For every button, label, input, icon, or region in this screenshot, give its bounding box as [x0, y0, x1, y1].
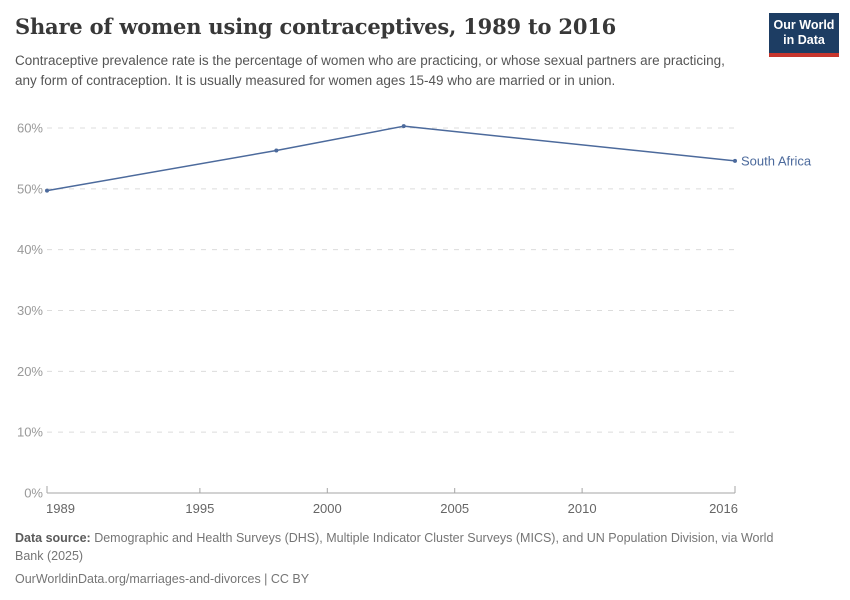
- chart-title: Share of women using contraceptives, 198…: [15, 14, 617, 39]
- y-tick-label: 20%: [17, 364, 43, 379]
- x-tick-label: 2010: [568, 501, 597, 516]
- data-line[interactable]: [46, 125, 736, 192]
- y-tick-label: 0%: [24, 486, 43, 501]
- data-source-line: Data source: Demographic and Health Surv…: [15, 529, 805, 565]
- x-tick-label: 2000: [313, 501, 342, 516]
- y-tick-label: 40%: [17, 242, 43, 257]
- owid-logo[interactable]: Our World in Data: [769, 13, 839, 57]
- x-tick-label: 2016: [709, 501, 738, 516]
- owid-logo-line2: in Data: [783, 33, 825, 48]
- x-tick-label: 1989: [46, 501, 75, 516]
- data-point[interactable]: [45, 188, 49, 193]
- x-tick-label: 1995: [185, 501, 214, 516]
- y-tick-label: 30%: [17, 303, 43, 318]
- data-source-text: Demographic and Health Surveys (DHS), Mu…: [15, 531, 774, 564]
- line-chart-plot-area[interactable]: 0% 10% 20% 30% 40% 50% 60% 1989 1995 2000 2005 2010…: [0, 115, 850, 520]
- y-tick-label: 10%: [17, 425, 43, 440]
- x-tick-label: 2005: [440, 501, 469, 516]
- owid-logo-line1: Our World: [773, 18, 835, 32]
- y-tick-label: 50%: [17, 181, 43, 196]
- data-point[interactable]: [733, 158, 737, 163]
- y-tick-label: 60%: [17, 121, 43, 136]
- data-point[interactable]: [401, 124, 406, 129]
- data-point[interactable]: [274, 148, 279, 153]
- data-source-label: Data source:: [15, 531, 91, 545]
- footer-link[interactable]: OurWorldinData.org/marriages-and-divorce…: [15, 572, 310, 587]
- chart-subtitle: Contraceptive prevalence rate is the per…: [15, 53, 725, 88]
- chart-footer: Data source: Demographic and Health Surv…: [15, 529, 805, 588]
- series-end-label[interactable]: South Africa: [741, 153, 812, 168]
